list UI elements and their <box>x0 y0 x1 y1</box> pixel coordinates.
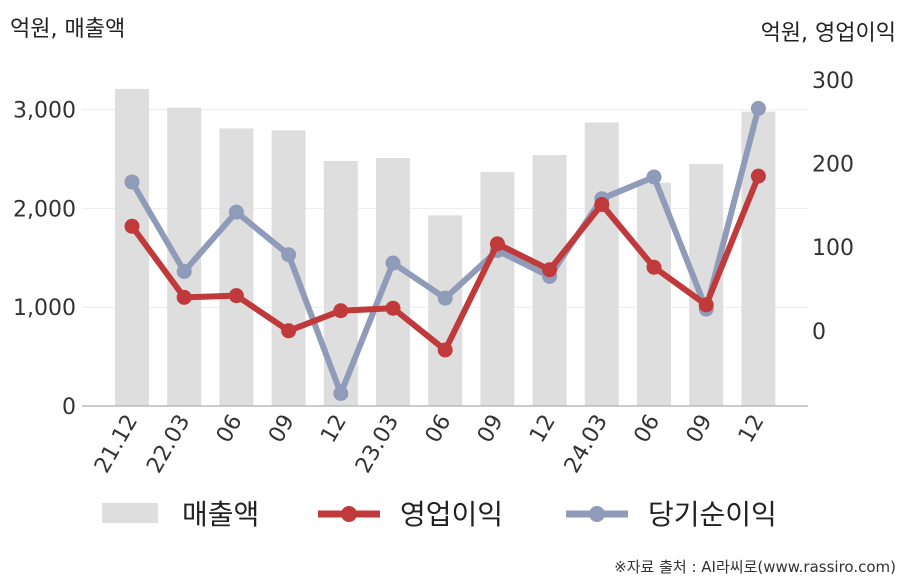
net-income-point-3 <box>281 247 297 263</box>
x-tick-label-8: 12 <box>525 411 561 448</box>
operating-profit-point-2 <box>228 288 244 304</box>
right-tick-label-2: 200 <box>812 153 854 178</box>
net-income-point-5 <box>385 255 401 271</box>
operating-profit-point-11 <box>698 297 714 313</box>
left-tick-label-3: 3,000 <box>13 99 76 124</box>
source-note: ※자료 출처 : AI라씨로(www.rassiro.com) <box>614 558 896 576</box>
operating-profit-point-12 <box>750 168 766 184</box>
x-tick-label-12: 12 <box>734 411 770 448</box>
operating-profit-point-0 <box>124 218 140 234</box>
right-axis-ticks: 0 100 200 300 <box>812 69 854 345</box>
operating-profit-point-7 <box>489 236 505 252</box>
revenue-bar-10 <box>637 182 671 406</box>
x-tick-label-7: 09 <box>473 411 509 448</box>
revenue-bar-0 <box>115 88 149 407</box>
left-tick-label-1: 1,000 <box>13 296 76 321</box>
legend-swatch-revenue <box>102 503 158 523</box>
legend-marker-net-income <box>589 506 605 522</box>
net-income-point-10 <box>646 169 662 185</box>
operating-profit-point-5 <box>385 300 401 316</box>
x-tick-label-6: 06 <box>421 411 457 448</box>
legend-marker-operating-profit <box>341 506 357 522</box>
operating-profit-point-9 <box>594 197 610 213</box>
revenue-bar-9 <box>584 122 619 406</box>
revenue-bar-7 <box>480 171 515 406</box>
x-tick-label-0: 21.12 <box>90 411 143 478</box>
net-income-point-0 <box>124 174 140 190</box>
left-axis-title: 억원, 매출액 <box>10 17 125 42</box>
operating-profit-point-10 <box>646 259 662 275</box>
right-tick-label-3: 300 <box>812 69 854 94</box>
net-income-point-4 <box>333 385 349 401</box>
x-tick-label-1: 22.03 <box>142 411 195 478</box>
net-income-point-6 <box>437 290 453 306</box>
x-tick-label-11: 09 <box>682 411 718 448</box>
left-tick-label-2: 2,000 <box>13 197 76 222</box>
operating-profit-point-3 <box>281 323 297 339</box>
x-tick-label-3: 09 <box>264 411 300 448</box>
operating-profit-point-1 <box>176 289 192 305</box>
left-tick-label-0: 0 <box>62 395 76 420</box>
x-axis-ticks: 21.12 22.03 06 09 12 23.03 06 09 12 24.03 06 09 12 <box>90 411 770 478</box>
x-tick-label-9: 24.03 <box>560 411 613 478</box>
right-tick-label-1: 100 <box>812 236 854 261</box>
legend-label-net-income: 당기순이익 <box>648 498 777 531</box>
legend-label-revenue: 매출액 <box>182 498 259 531</box>
revenue-bar-6 <box>428 215 463 406</box>
legend: 매출액 영업이익 당기순이익 <box>102 498 777 531</box>
net-income-point-1 <box>176 263 192 279</box>
x-tick-label-10: 06 <box>630 411 666 448</box>
net-income-point-12 <box>750 100 766 116</box>
left-axis-ticks: 0 1,000 2,000 3,000 <box>13 99 76 420</box>
operating-profit-point-8 <box>542 262 558 278</box>
x-tick-label-5: 23.03 <box>351 411 404 478</box>
revenue-bar-3 <box>271 130 306 406</box>
x-tick-label-4: 12 <box>316 411 352 448</box>
revenue-bars <box>115 88 776 407</box>
revenue-bar-2 <box>219 128 254 406</box>
net-income-point-2 <box>228 204 244 220</box>
right-axis-title: 억원, 영업이익 <box>761 21 896 46</box>
revenue-bar-5 <box>376 158 410 406</box>
profit-lines <box>124 100 766 401</box>
legend-label-operating-profit: 영업이익 <box>400 498 503 531</box>
operating-profit-point-4 <box>333 303 349 319</box>
x-tick-label-2: 06 <box>212 411 248 448</box>
operating-profit-point-6 <box>437 342 453 358</box>
right-tick-label-0: 0 <box>812 320 826 345</box>
